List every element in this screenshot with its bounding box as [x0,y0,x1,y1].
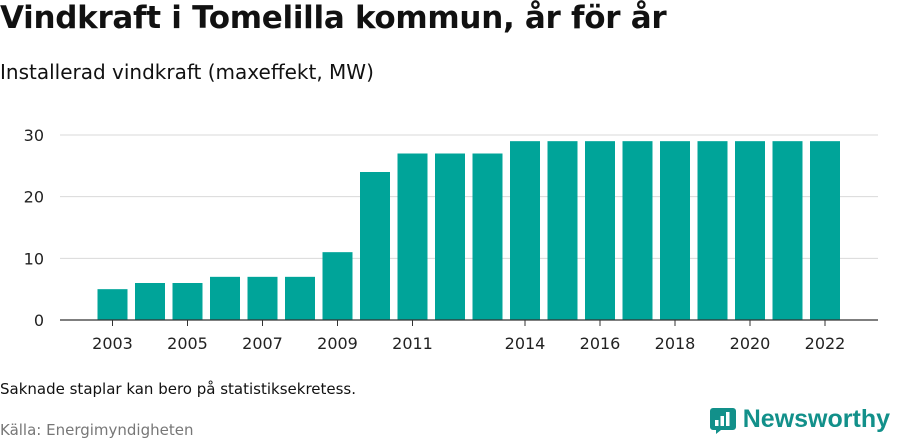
x-tick-label: 2007 [242,334,283,353]
bar-2010 [360,172,390,320]
brand-name: Newsworthy [742,405,890,433]
chart-subtitle: Installerad vindkraft (maxeffekt, MW) [0,60,374,84]
x-tick-label: 2003 [92,334,133,353]
bar-2016 [585,141,615,320]
y-tick-label: 0 [34,311,44,330]
bar-2003 [97,289,128,320]
bar-2011 [397,153,428,320]
bar-2019 [697,141,728,320]
source-credit: Källa: Energimyndigheten [0,421,194,439]
bar-2008 [285,276,315,320]
x-tick-label: 2014 [505,334,546,353]
bar-2022 [810,141,840,320]
newsworthy-logo-icon [709,407,736,434]
bar-2015 [547,141,578,320]
bar-2020 [735,141,765,320]
y-tick-label: 30 [24,126,44,145]
bar-2006 [210,276,240,320]
y-tick-label: 10 [24,249,44,268]
bar-2018 [660,141,690,320]
x-tick-label: 2016 [580,334,621,353]
brand-logo[interactable]: Newsworthy [709,405,890,434]
bar-2005 [172,283,203,320]
bar-2013 [472,153,503,320]
bar-2014 [510,141,540,320]
bars [97,141,840,320]
bar-2017 [622,141,653,320]
chart-title: Vindkraft i Tomelilla kommun, år för år [0,0,667,36]
x-tick-label: 2009 [317,334,358,353]
bar-2021 [772,141,803,320]
bar-2007 [247,276,278,320]
x-tick-label: 2005 [167,334,208,353]
y-tick-label: 20 [24,188,44,207]
x-tick-label: 2011 [392,334,433,353]
bar-2012 [435,153,465,320]
bar-2009 [322,252,353,320]
footnote: Saknade staplar kan bero på statistiksek… [0,380,357,398]
bar-2004 [135,283,165,320]
axes: 0 10 20 30 2003 2005 2007 2009 2011 2014 2016 2018 2… [24,126,878,353]
bar-chart: 0 10 20 30 2003 2005 2007 2009 2011 2014 2016 2018 2… [24,126,878,353]
x-tick-label: 2020 [730,334,771,353]
x-tick-label: 2022 [805,334,846,353]
x-tick-label: 2018 [655,334,696,353]
